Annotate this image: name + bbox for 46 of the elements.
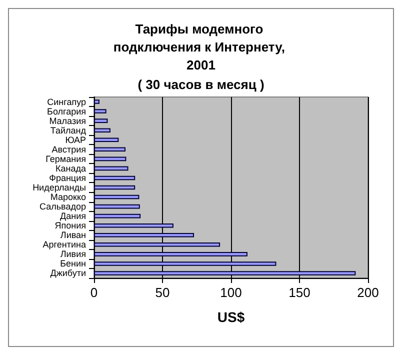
bar <box>94 194 140 200</box>
chart-title: Тарифы модемного подключения к Интернету, 2001 <box>113 22 289 72</box>
x-tick-label: 150 <box>288 285 310 300</box>
y-tick-label: Дания <box>60 211 86 222</box>
bar <box>94 128 110 132</box>
y-tick-label: Джибути <box>50 268 86 278</box>
y-tick-label: Болгария <box>47 106 86 116</box>
x-tick-label: 100 <box>220 285 242 300</box>
bar <box>94 118 108 123</box>
bar <box>94 232 194 238</box>
y-tick-label: Ливия <box>60 249 86 260</box>
y-tick-label: Малазия <box>49 116 86 126</box>
x-axis-title: US$ <box>217 309 245 325</box>
bar <box>94 166 128 171</box>
bar <box>94 176 136 180</box>
bar <box>94 214 141 218</box>
y-tick-label: Франция <box>49 172 86 183</box>
y-tick-label: Япония <box>54 220 86 231</box>
y-tick-label: Сальвадор <box>40 202 86 212</box>
bar <box>94 185 136 190</box>
y-tick-label: Бенин <box>60 258 86 269</box>
bar <box>94 271 356 276</box>
bar <box>94 242 220 247</box>
y-tick-label: Сингапур <box>47 96 86 107</box>
x-tick-label: 0 <box>90 285 98 300</box>
x-tick-label: 50 <box>155 285 170 300</box>
chart-subtitle: ( 30 часов в месяц ) <box>138 77 264 92</box>
bar <box>94 109 106 114</box>
y-tick-label: Германия <box>46 154 86 164</box>
y-tick-label: ЮАР <box>65 134 86 145</box>
bar <box>94 156 126 162</box>
y-tick-label: Тайланд <box>50 125 87 136</box>
y-tick-label: Нидерланды <box>32 182 86 192</box>
y-tick-label: Марокко <box>50 192 86 202</box>
bar <box>94 147 126 152</box>
y-tick-label: Ливан <box>60 230 86 240</box>
bar <box>94 262 276 266</box>
y-tick-label: Аргентина <box>42 240 86 250</box>
bar <box>94 100 100 104</box>
x-tick-label: 200 <box>357 285 379 300</box>
bar <box>94 204 140 209</box>
bar <box>94 252 248 256</box>
bar <box>94 138 119 142</box>
bar <box>94 223 174 228</box>
y-tick-label: Австрия <box>52 144 86 154</box>
y-tick-label: Канада <box>56 163 86 174</box>
